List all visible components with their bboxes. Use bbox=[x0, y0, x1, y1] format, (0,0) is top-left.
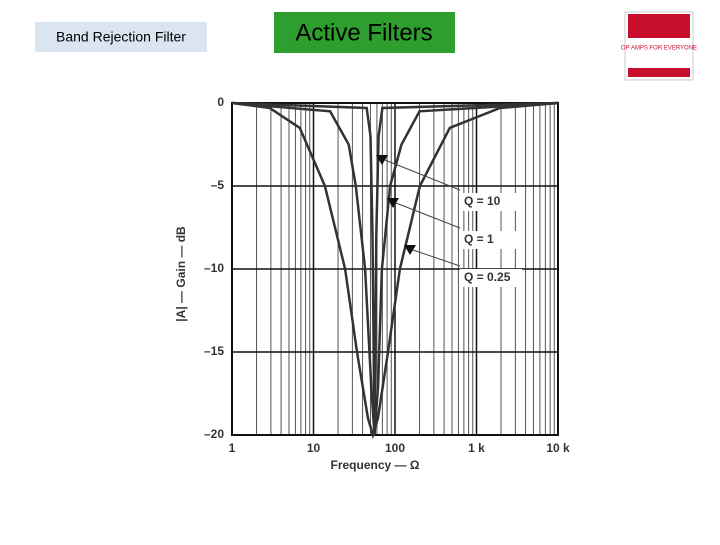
x-tick-label: 1 k bbox=[468, 441, 485, 455]
subtitle-box bbox=[35, 22, 207, 52]
y-tick-label: –5 bbox=[211, 178, 225, 192]
line-series bbox=[231, 101, 559, 440]
y-tick-label: –15 bbox=[204, 344, 224, 358]
legend-bg bbox=[460, 193, 522, 211]
y-tick-label: –20 bbox=[204, 427, 224, 441]
annotation-leader bbox=[395, 202, 461, 229]
x-tick-label: 10 bbox=[307, 441, 321, 455]
title: Active Filters bbox=[295, 19, 432, 46]
x-tick-label: 1 bbox=[229, 441, 236, 455]
book-band bbox=[628, 14, 690, 38]
x-tick-label: 10 k bbox=[546, 441, 570, 455]
line-series bbox=[231, 101, 559, 436]
legend-label: Q = 10 bbox=[464, 194, 501, 208]
title-box bbox=[274, 12, 455, 53]
legend-label: Q = 0.25 bbox=[464, 270, 511, 284]
y-tick-label: –10 bbox=[204, 261, 224, 275]
y-tick-label: 0 bbox=[217, 95, 224, 109]
annotation-leader bbox=[384, 159, 461, 191]
book-title: OP AMPS FOR EVERYONE bbox=[621, 46, 697, 52]
x-axis-label: Frequency — Ω bbox=[331, 458, 420, 472]
annotation-leader bbox=[412, 249, 461, 267]
annotation-marker bbox=[404, 245, 416, 255]
chart: 1 10 100 1 k 10 k 0 –5 –10 –15 –20 Frequency — Ω |A… bbox=[174, 95, 570, 472]
plot-frame bbox=[231, 102, 559, 436]
x-tick-label: 100 bbox=[385, 441, 405, 455]
book-footer bbox=[628, 68, 690, 77]
legend-label: Q = 1 bbox=[464, 232, 494, 246]
annotation-marker bbox=[376, 155, 388, 165]
legend-bg bbox=[460, 269, 522, 287]
legend-bg bbox=[460, 231, 522, 249]
subtitle: Band Rejection Filter bbox=[56, 29, 186, 45]
y-axis-label: |A| — Gain — dB bbox=[174, 226, 188, 322]
annotation-marker bbox=[387, 198, 399, 208]
